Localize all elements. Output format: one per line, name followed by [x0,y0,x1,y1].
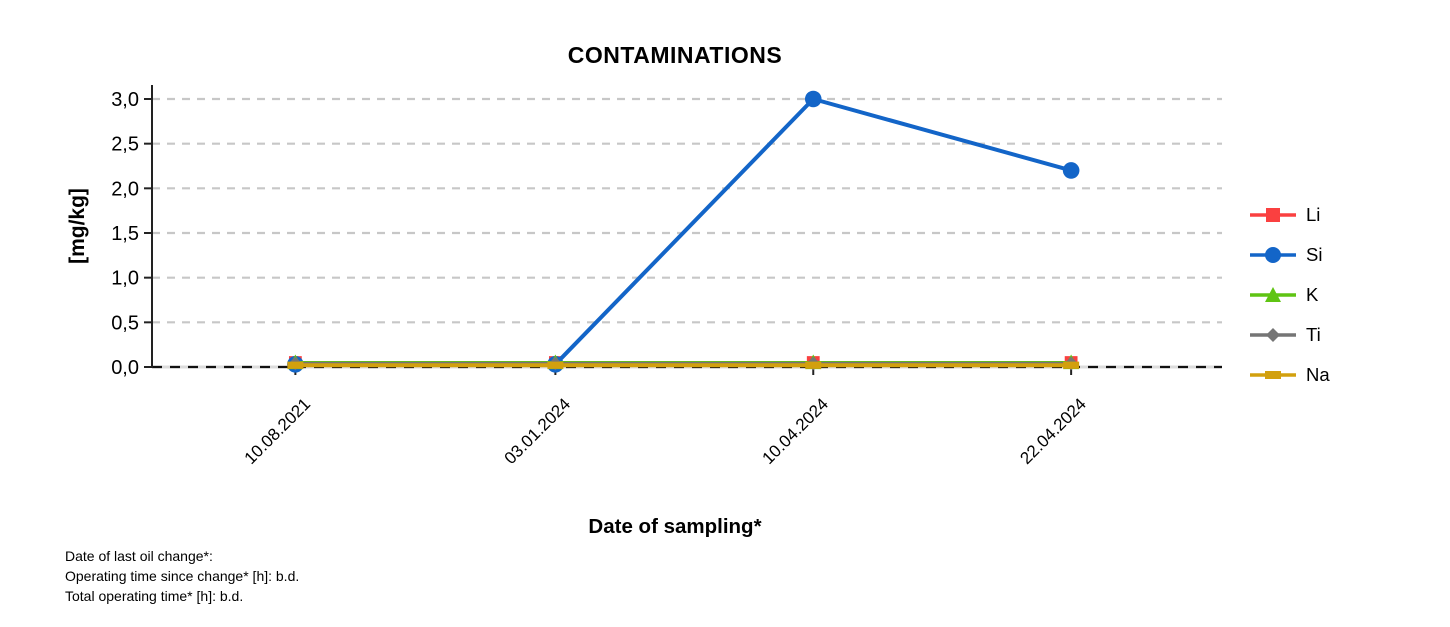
y-tick-label: 3,0 [111,89,139,111]
marker-bar-Na [547,361,564,369]
legend-item-ti: Ti [1250,315,1330,355]
y-tick-label: 1,0 [111,268,139,290]
footer-line-oil-change: Date of last oil change*: [65,548,213,564]
legend-marker-diamond-icon [1250,325,1296,345]
legend-label: Li [1306,204,1321,225]
footer-notes: Date of last oil change*: Operating time… [65,546,299,606]
marker-bar-Na [805,361,822,369]
x-axis-label: Date of sampling* [588,515,762,538]
legend-label: Si [1306,244,1323,265]
marker-circle-Si [1062,162,1080,179]
legend-marker-square-icon [1250,205,1296,225]
legend-item-si: Si [1250,235,1330,275]
legend-label: Na [1306,364,1330,385]
legend-marker-circle-icon [1250,245,1296,265]
y-tick-label: 0,0 [111,357,139,379]
marker-circle-Si [804,90,822,108]
legend-marker-triangle-icon [1250,285,1296,305]
marker-bar-Na [1063,361,1080,369]
chart-title: CONTAMINATIONS [567,42,783,68]
footer-line-total-operating-time: Total operating time* [h]: b.d. [65,588,244,604]
x-tick-label: 10.08.2021 [241,394,315,468]
legend-item-k: K [1250,275,1330,315]
y-tick-label: 0,5 [111,312,139,334]
y-tick-label: 2,0 [111,178,139,200]
x-tick-label: 10.04.2024 [758,394,832,468]
y-tick-label: 2,5 [111,134,139,156]
legend-item-li: Li [1250,195,1330,235]
legend-marker-bar-icon [1250,365,1296,385]
y-tick-label: 1,5 [111,223,139,245]
x-tick-label: 03.01.2024 [501,394,575,468]
footer-line-operating-time-since-change: Operating time since change* [h]: b.d. [65,568,300,584]
legend-label: K [1306,284,1319,305]
legend-item-na: Na [1250,355,1330,395]
series-line-Si [295,97,1072,367]
x-tick-label: 22.04.2024 [1016,394,1090,468]
legend-label: Ti [1306,324,1321,345]
legend: Li Si K Ti Na [1250,195,1330,395]
marker-bar-Na [287,361,304,369]
